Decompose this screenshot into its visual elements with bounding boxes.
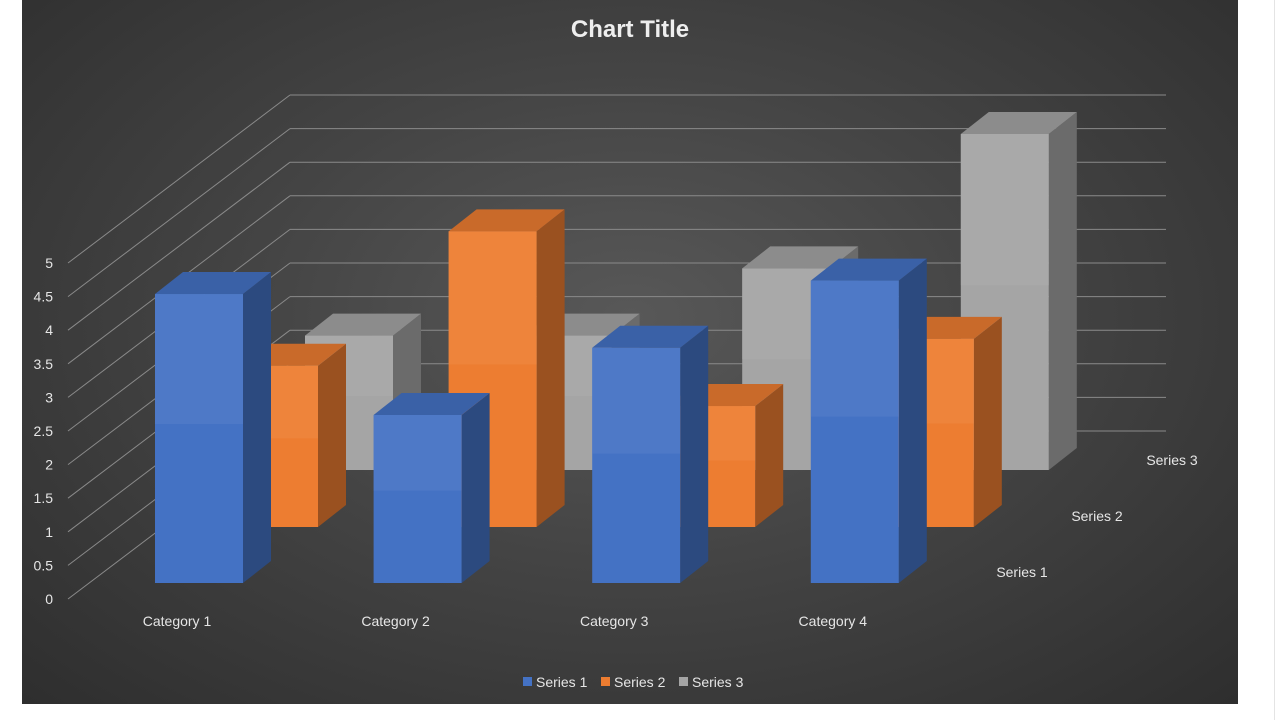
legend-swatch bbox=[679, 677, 688, 686]
bar-top bbox=[155, 272, 271, 295]
x-axis-ticks: Category 1 Category 2 Category 3 Category 4 bbox=[143, 613, 867, 629]
legend-label: Series 2 bbox=[614, 674, 666, 690]
bars bbox=[155, 112, 1077, 583]
series-axis-label: Series 1 bbox=[996, 564, 1048, 580]
bar-highlight bbox=[960, 134, 1049, 286]
bar-highlight bbox=[373, 415, 462, 491]
series-axis-label: Series 2 bbox=[1071, 508, 1123, 524]
x-tick-label: Category 2 bbox=[361, 613, 430, 629]
bar-side bbox=[755, 384, 784, 527]
bar-top bbox=[305, 313, 421, 336]
y-tick-label: 2 bbox=[45, 457, 53, 473]
bar-series-2-category-2 bbox=[448, 209, 565, 527]
bar-side bbox=[1048, 112, 1077, 470]
bar-front bbox=[810, 280, 899, 583]
x-tick-label: Category 1 bbox=[143, 613, 212, 629]
gridline-side bbox=[67, 94, 291, 264]
bar-side bbox=[318, 343, 346, 527]
y-tick-label: 2.5 bbox=[34, 423, 54, 439]
bar-series-1-category-3 bbox=[592, 325, 709, 583]
bar-side bbox=[461, 393, 490, 583]
bar-highlight bbox=[448, 231, 537, 365]
bar-front bbox=[373, 415, 462, 583]
legend: Series 1 Series 2 Series 3 bbox=[523, 674, 744, 690]
y-tick-label: 4.5 bbox=[34, 289, 54, 305]
y-axis-ticks: 0 0.5 1 1.5 2 2.5 3 3.5 4 4.5 5 bbox=[34, 255, 54, 607]
legend-label: Series 3 bbox=[692, 674, 744, 690]
y-tick-label: 1 bbox=[45, 524, 53, 540]
x-tick-label: Category 4 bbox=[799, 613, 868, 629]
gridline-side bbox=[67, 128, 291, 297]
bar-highlight bbox=[155, 294, 243, 425]
y-tick-label: 3.5 bbox=[34, 356, 54, 372]
chart-title: Chart Title bbox=[571, 16, 689, 43]
legend-swatch bbox=[601, 677, 610, 686]
y-tick-label: 0 bbox=[45, 591, 53, 607]
bar-side bbox=[243, 272, 271, 583]
bar-top bbox=[592, 325, 709, 348]
bar-top bbox=[960, 112, 1077, 134]
bar-highlight bbox=[592, 347, 681, 454]
bar-side bbox=[536, 209, 565, 527]
y-tick-label: 0.5 bbox=[34, 557, 54, 573]
page-edge-divider bbox=[1274, 0, 1275, 720]
legend-swatch bbox=[523, 677, 532, 686]
series-axis-label: Series 3 bbox=[1146, 452, 1198, 468]
y-tick-label: 3 bbox=[45, 389, 53, 405]
bar-top bbox=[742, 246, 859, 269]
bar-series-1-category-1 bbox=[155, 272, 271, 583]
bar-top bbox=[373, 393, 490, 415]
bar-front bbox=[592, 347, 681, 583]
x-tick-label: Category 3 bbox=[580, 613, 649, 629]
y-tick-label: 5 bbox=[45, 255, 53, 271]
bar-side bbox=[680, 325, 709, 583]
bar-series-1-category-4 bbox=[810, 258, 927, 583]
bar-top bbox=[448, 209, 565, 232]
bar-side bbox=[973, 316, 1002, 527]
gridline-side bbox=[67, 161, 291, 331]
bar-highlight bbox=[810, 280, 899, 417]
y-tick-label: 4 bbox=[45, 322, 53, 338]
legend-label: Series 1 bbox=[536, 674, 588, 690]
depth-axis-labels: Series 1 Series 2 Series 3 bbox=[996, 452, 1198, 580]
bar-front bbox=[155, 294, 243, 583]
bar-series-1-category-2 bbox=[373, 393, 490, 583]
bar-top bbox=[810, 258, 927, 281]
y-tick-label: 1.5 bbox=[34, 490, 54, 506]
bar-side bbox=[898, 258, 927, 583]
